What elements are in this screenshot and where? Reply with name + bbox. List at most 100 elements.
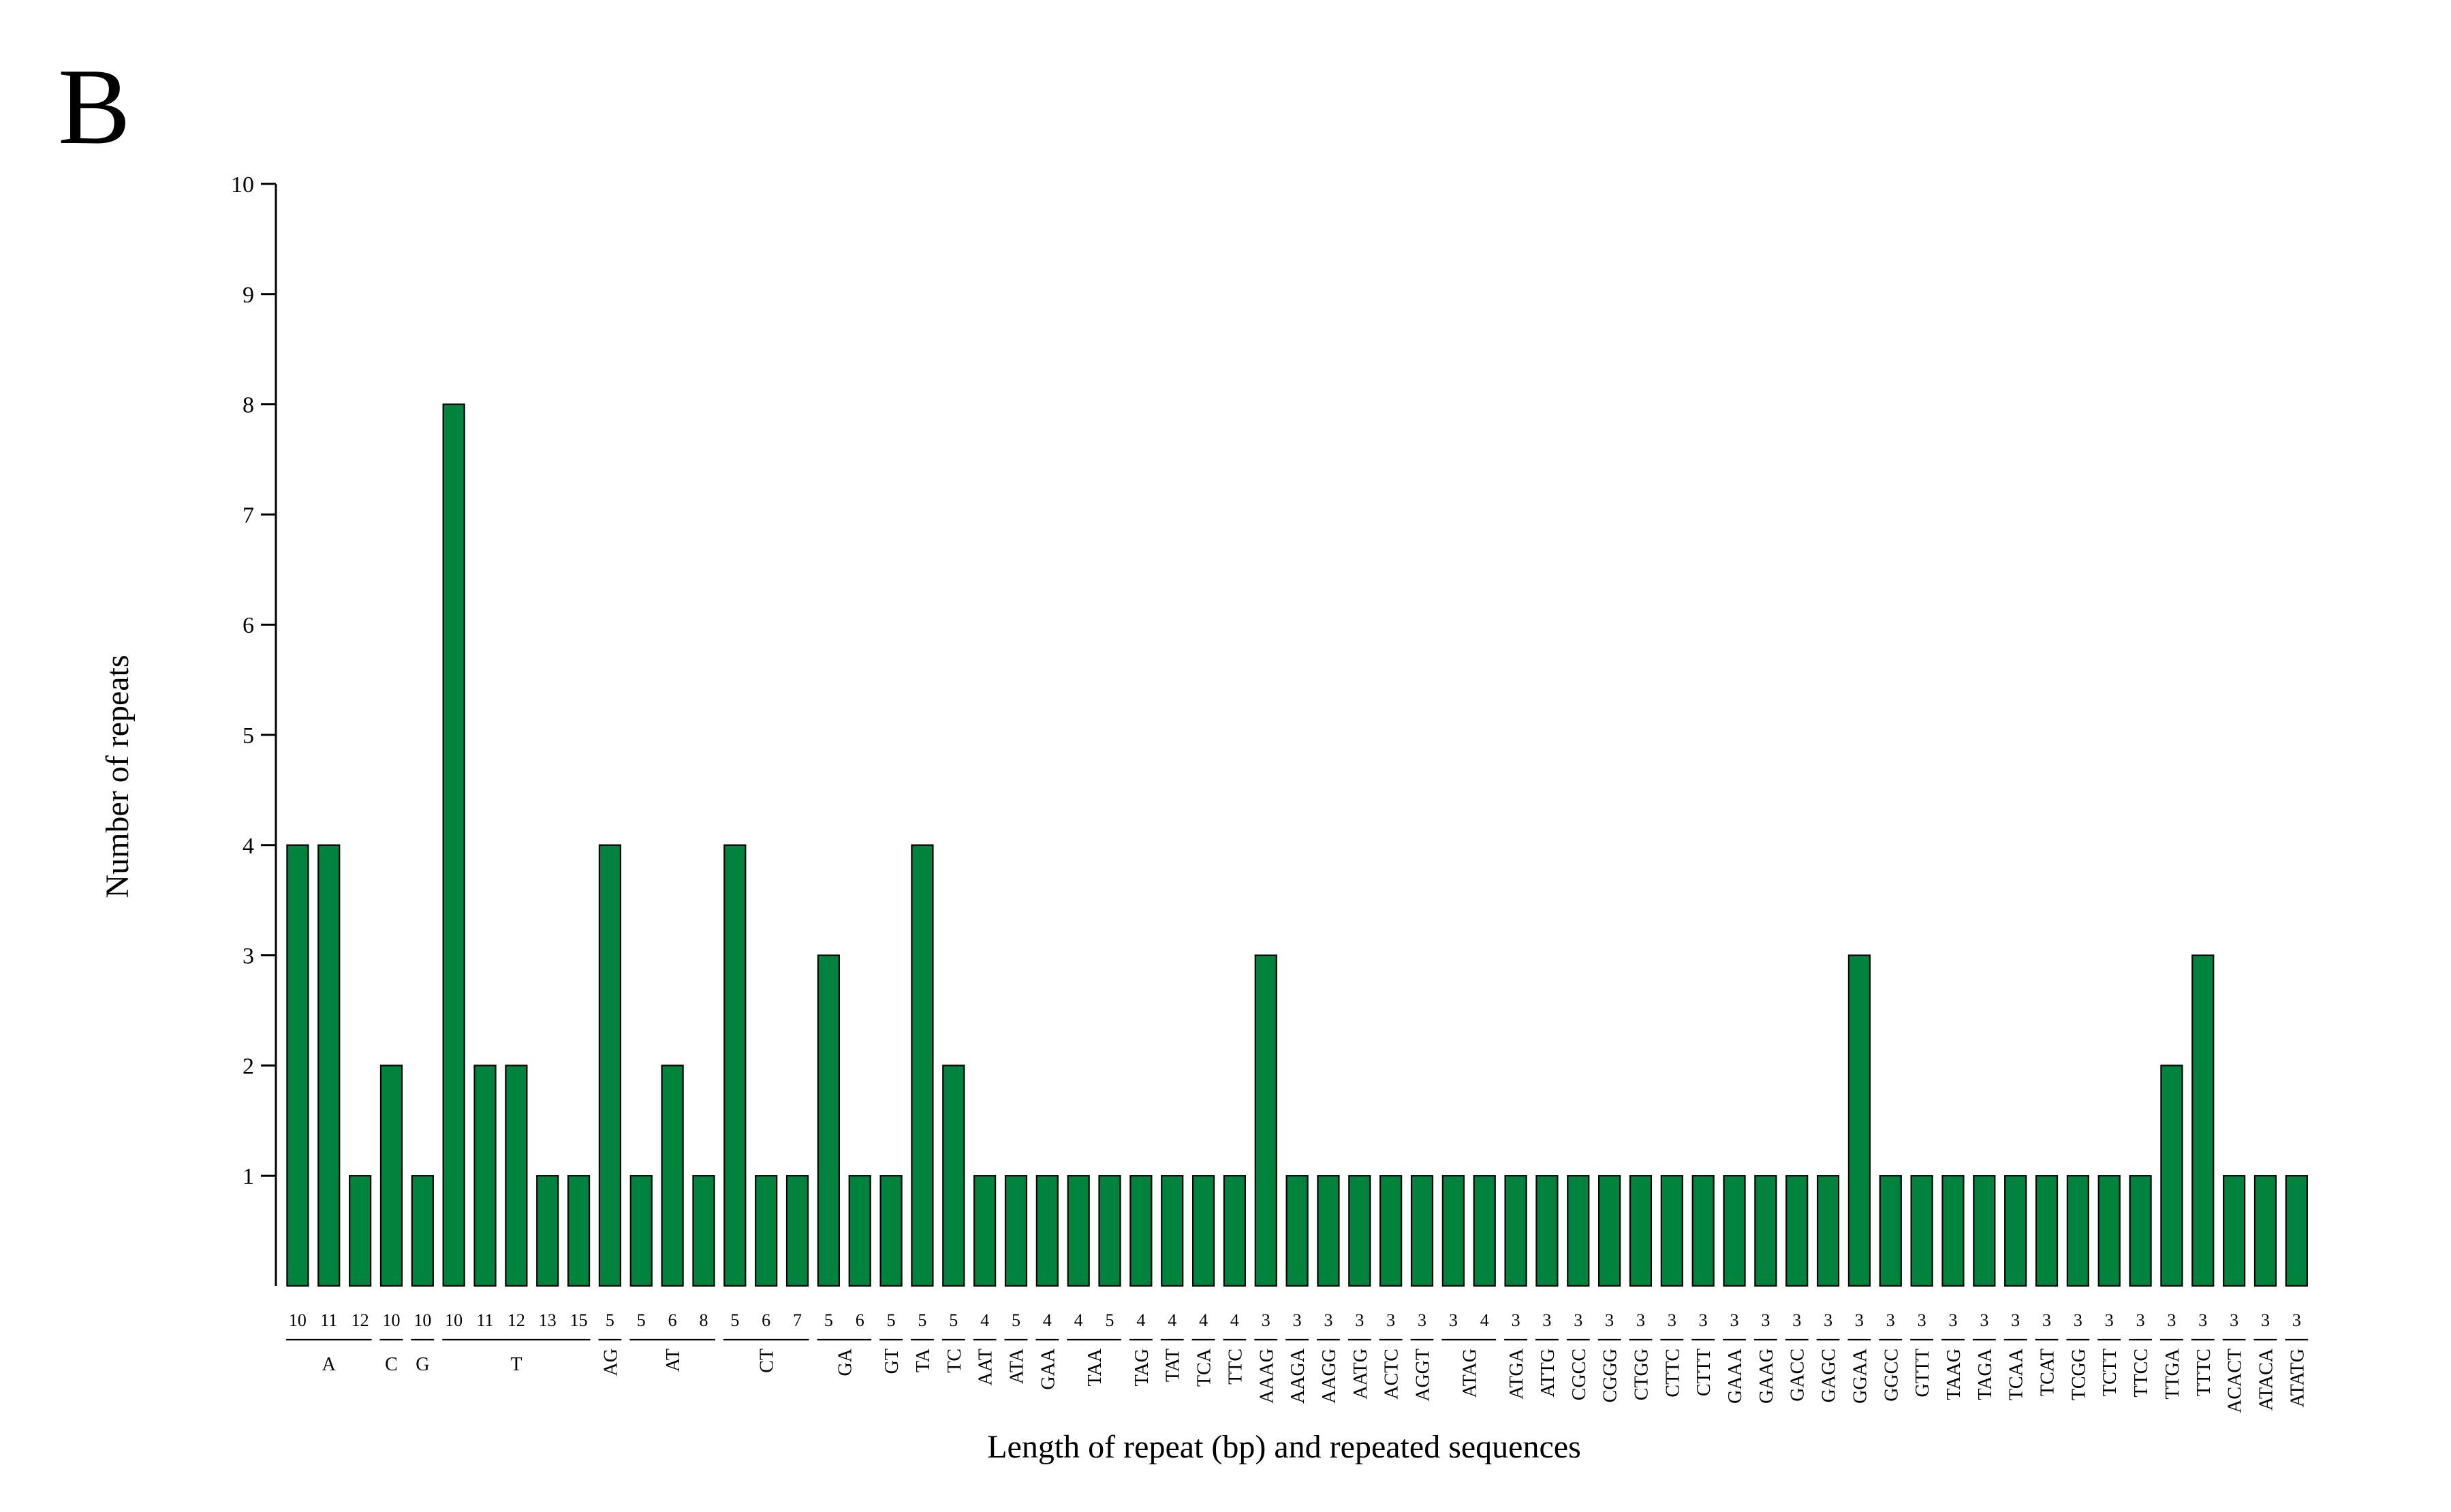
length-label: 3 bbox=[1761, 1310, 1770, 1330]
sequence-label: CT bbox=[757, 1349, 778, 1373]
bar bbox=[629, 1175, 653, 1287]
sequence-label: ATA bbox=[1006, 1348, 1027, 1384]
length-label: 3 bbox=[1699, 1310, 1708, 1330]
bar bbox=[1879, 1175, 1902, 1287]
bar bbox=[1441, 1175, 1465, 1287]
panel-letter: B bbox=[58, 46, 131, 167]
bar bbox=[1473, 1175, 1496, 1287]
length-label: 3 bbox=[1324, 1310, 1332, 1330]
bar bbox=[1910, 1175, 1933, 1287]
sequence-label: AAGA bbox=[1287, 1348, 1309, 1404]
length-label: 6 bbox=[856, 1310, 864, 1330]
y-tick-label: 10 bbox=[231, 172, 254, 198]
length-label: 3 bbox=[1386, 1310, 1395, 1330]
y-axis-title: Number of repeats bbox=[99, 655, 136, 898]
sequence-label: ATTG bbox=[1537, 1349, 1559, 1398]
length-label: 3 bbox=[1948, 1310, 1957, 1330]
length-label: 3 bbox=[2167, 1310, 2176, 1330]
bar bbox=[473, 1065, 497, 1287]
sequence-label: CTTC bbox=[1662, 1349, 1683, 1398]
length-label: 3 bbox=[2136, 1310, 2145, 1330]
sequence-label: GAGC bbox=[1819, 1349, 1840, 1402]
length-label: 4 bbox=[1230, 1310, 1239, 1330]
sequence-label: GGAA bbox=[1849, 1348, 1871, 1404]
length-label: 5 bbox=[949, 1310, 958, 1330]
sequence-label: TAT bbox=[1163, 1349, 1184, 1382]
length-label: 3 bbox=[1636, 1310, 1645, 1330]
length-label: 4 bbox=[1074, 1310, 1083, 1330]
y-tick-label: 6 bbox=[243, 613, 254, 638]
length-label: 3 bbox=[2074, 1310, 2082, 1330]
bar bbox=[1567, 1175, 1590, 1287]
sequence-label: TTTC bbox=[2194, 1349, 2215, 1396]
sequence-label: TTGA bbox=[2162, 1348, 2183, 1399]
sequence-label: T bbox=[510, 1354, 522, 1375]
bar bbox=[2035, 1175, 2059, 1287]
length-label: 5 bbox=[1012, 1310, 1020, 1330]
length-label: 11 bbox=[320, 1310, 337, 1330]
length-label: 3 bbox=[2011, 1310, 2020, 1330]
bar bbox=[2253, 1175, 2277, 1287]
length-label: 10 bbox=[382, 1310, 400, 1330]
bar bbox=[1098, 1175, 1121, 1287]
sequence-label: GAAA bbox=[1725, 1348, 1746, 1404]
bar bbox=[1847, 954, 1871, 1287]
bar bbox=[879, 1175, 903, 1287]
sequence-label: TCGG bbox=[2068, 1349, 2089, 1400]
sequence-label: AAGG bbox=[1319, 1349, 1340, 1404]
bar bbox=[598, 844, 622, 1287]
sequence-label: G bbox=[416, 1354, 429, 1375]
length-label: 3 bbox=[1262, 1310, 1270, 1330]
bar bbox=[411, 1175, 434, 1287]
bar bbox=[2285, 1175, 2308, 1287]
bar bbox=[1223, 1175, 1247, 1287]
sequence-label: CGCC bbox=[1569, 1349, 1590, 1400]
sequence-label: CTTT bbox=[1693, 1349, 1715, 1396]
sequence-label: GGCC bbox=[1881, 1349, 1902, 1402]
sequence-label: TTCC bbox=[2131, 1349, 2152, 1398]
sequence-label: ATAG bbox=[1459, 1349, 1480, 1398]
length-label: 10 bbox=[289, 1310, 307, 1330]
bar bbox=[817, 954, 840, 1287]
bar bbox=[2223, 1175, 2246, 1287]
sequence-label: ACACT bbox=[2225, 1349, 2246, 1413]
length-label: 4 bbox=[1043, 1310, 1052, 1330]
length-label: 3 bbox=[1886, 1310, 1895, 1330]
bar bbox=[942, 1065, 965, 1287]
bar bbox=[536, 1175, 559, 1287]
sequence-label: ATACA bbox=[2255, 1348, 2277, 1411]
bar bbox=[2129, 1175, 2152, 1287]
sequence-label: AAAG bbox=[1256, 1349, 1277, 1404]
sequence-label: C bbox=[385, 1354, 398, 1375]
length-label: 4 bbox=[980, 1310, 989, 1330]
length-label: 3 bbox=[1730, 1310, 1739, 1330]
bar bbox=[911, 844, 934, 1287]
bar bbox=[317, 844, 341, 1287]
y-tick-label: 9 bbox=[243, 283, 254, 308]
bar bbox=[848, 1175, 871, 1287]
sequence-label: CGGG bbox=[1600, 1349, 1621, 1402]
sequence-label: AGGT bbox=[1413, 1349, 1434, 1402]
bar bbox=[567, 1175, 591, 1287]
length-label: 6 bbox=[762, 1310, 770, 1330]
bar bbox=[973, 1175, 997, 1287]
length-label: 3 bbox=[2261, 1310, 2270, 1330]
y-axis: 1 2 3 4 5 6 7 8 9 10 bbox=[231, 172, 277, 1286]
sequence-label: A bbox=[322, 1354, 337, 1375]
bar bbox=[1348, 1175, 1371, 1287]
y-tick-label: 1 bbox=[243, 1164, 254, 1189]
bar bbox=[1191, 1175, 1215, 1287]
bar bbox=[692, 1175, 715, 1287]
length-label: 3 bbox=[1918, 1310, 1926, 1330]
bar bbox=[1535, 1175, 1559, 1287]
length-label: 10 bbox=[445, 1310, 463, 1330]
length-label: 3 bbox=[2230, 1310, 2238, 1330]
bar bbox=[1816, 1175, 1840, 1287]
sequence-label: AT bbox=[663, 1349, 684, 1372]
bar bbox=[1129, 1175, 1153, 1287]
length-label: 6 bbox=[668, 1310, 677, 1330]
sequence-label: GACC bbox=[1787, 1349, 1809, 1402]
bars bbox=[286, 403, 2308, 1287]
length-label: 5 bbox=[606, 1310, 614, 1330]
bar bbox=[1161, 1175, 1184, 1287]
